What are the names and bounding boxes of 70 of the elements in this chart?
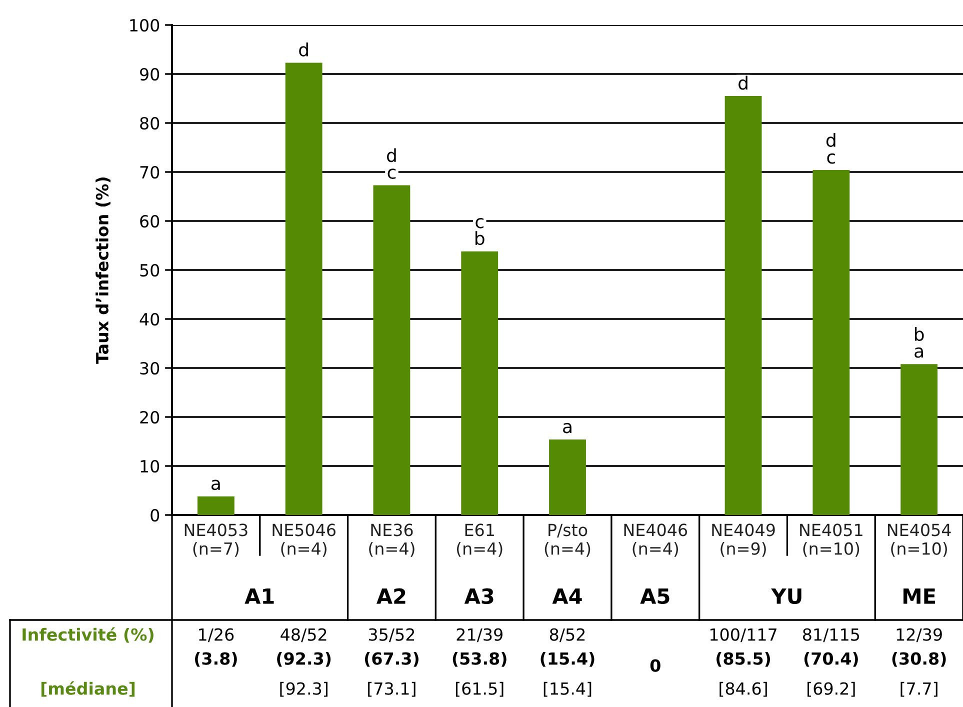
data-label: (30.8) <box>892 652 946 667</box>
annotation: a <box>211 480 220 490</box>
text: [61.5] <box>456 682 504 697</box>
y-tick-label: 60 <box>140 214 160 228</box>
data-label: (70.4) <box>804 652 858 667</box>
x-tick-label: NE4049 (n=9) <box>712 524 775 557</box>
x-tick-label: NE5046 (n=4) <box>272 524 336 557</box>
text: 100/117 <box>710 628 776 642</box>
bar <box>285 62 322 515</box>
data-label: (85.5) <box>716 652 770 667</box>
y-tick-label: 0 <box>150 508 160 522</box>
x-tick-label: NE4051 (n=10) <box>800 524 862 557</box>
bar <box>373 185 410 515</box>
x-tick-label: E61 (n=4) <box>456 524 502 557</box>
data-label: (3.8) <box>195 652 237 667</box>
bar <box>724 96 762 515</box>
text: [92.3] <box>280 682 328 697</box>
x-tick-label: NE4046 (n=4) <box>624 524 688 557</box>
y-tick-label: 80 <box>140 116 160 130</box>
y-tick-label: 20 <box>140 410 160 424</box>
text: [médiane] <box>41 681 135 697</box>
text: [84.6] <box>720 682 767 697</box>
text: [69.2] <box>808 682 855 697</box>
y-tick-label: 70 <box>140 166 160 179</box>
data-label: (67.3) <box>364 652 418 667</box>
text: 48/52 <box>280 628 326 642</box>
text: Infectivité (%) <box>22 627 154 643</box>
x-tick-label: P/sto (n=4) <box>544 524 590 557</box>
data-label: (53.8) <box>452 652 506 667</box>
y-tick-label: 100 <box>130 18 160 32</box>
text: A3 <box>464 588 494 604</box>
x-tick-label: NE36 (n=4) <box>369 524 414 557</box>
text: [7.7] <box>900 682 938 697</box>
data-label: 0 <box>650 659 660 672</box>
bar <box>549 440 586 515</box>
text: ME <box>903 588 936 604</box>
x-tick-label: NE4053 (n=7) <box>184 524 248 557</box>
y-tick-label: 30 <box>140 362 160 375</box>
data-label: (92.3) <box>277 652 331 667</box>
bar <box>812 170 850 515</box>
y-tick-label: 50 <box>140 264 160 277</box>
y-tick-label: 90 <box>140 68 160 81</box>
annotation: d c <box>826 133 836 164</box>
text: YU <box>771 588 802 604</box>
data-label: (15.4) <box>540 652 594 667</box>
annotation: c b <box>476 218 484 246</box>
text: 1/26 <box>199 628 234 642</box>
annotation: d <box>738 76 748 90</box>
text: 35/52 <box>368 628 414 642</box>
bar <box>900 364 938 515</box>
text: [15.4] <box>544 682 592 697</box>
annotation: a <box>563 422 572 434</box>
bar <box>197 496 234 515</box>
y-tick-label: 40 <box>140 312 160 326</box>
bar <box>461 251 498 515</box>
text: 81/115 <box>802 628 860 642</box>
text: A5 <box>640 588 670 604</box>
annotation: d c <box>386 148 396 179</box>
text: 12/39 <box>896 628 942 642</box>
y-tick-label: 10 <box>140 460 160 473</box>
text: A4 <box>552 588 582 604</box>
text: 8/52 <box>550 628 585 642</box>
text: A1 <box>244 588 274 604</box>
text: [73.1] <box>368 682 416 697</box>
text: 21/39 <box>456 628 502 642</box>
x-tick-label: NE4054 (n=10) <box>888 524 951 557</box>
annotation: d <box>299 42 308 56</box>
y-axis-title: Taux d’infection (%) <box>96 177 110 364</box>
annotation: b a <box>914 327 924 358</box>
text: A2 <box>376 588 406 604</box>
